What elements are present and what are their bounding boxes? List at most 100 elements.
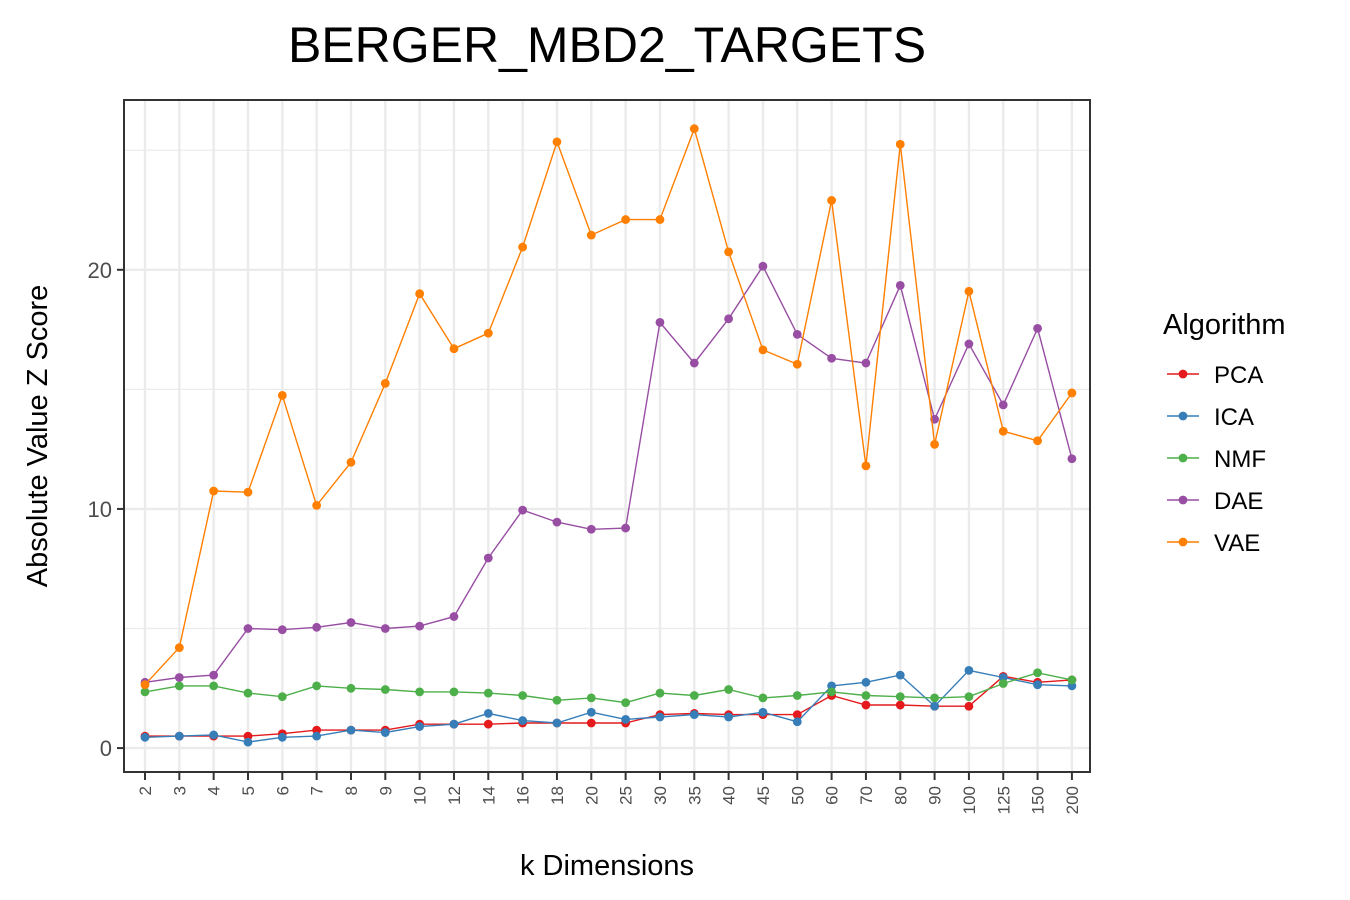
data-point — [655, 318, 665, 327]
data-point — [415, 289, 425, 299]
data-point — [895, 692, 905, 702]
x-tick-label: 70 — [857, 786, 876, 805]
data-point — [758, 261, 768, 271]
data-point — [243, 624, 253, 633]
data-point — [724, 314, 734, 324]
data-point — [277, 732, 287, 742]
series-nmf — [140, 668, 1077, 708]
x-tick-label: 18 — [548, 786, 567, 805]
data-point — [380, 378, 390, 388]
data-point — [1067, 454, 1077, 464]
data-point — [174, 731, 184, 741]
legend-key-point — [1178, 453, 1188, 463]
x-tick-label: 7 — [308, 786, 327, 795]
series-ica — [140, 665, 1077, 747]
y-tick-label: 20 — [88, 258, 112, 283]
data-point — [449, 344, 459, 354]
data-point — [861, 461, 871, 471]
data-point — [209, 486, 219, 496]
x-tick-label: 10 — [411, 786, 430, 805]
data-point — [895, 280, 905, 290]
data-point — [586, 230, 596, 240]
data-point — [861, 700, 871, 710]
data-point — [861, 677, 871, 687]
x-tick-label: 40 — [720, 786, 739, 805]
data-point — [140, 687, 150, 697]
legend-label: ICA — [1214, 404, 1254, 431]
data-point — [483, 709, 493, 718]
legend-label: NMF — [1214, 446, 1266, 473]
legend: Algorithm PCA ICA NMF DAE VAE — [1163, 309, 1286, 557]
data-point — [140, 732, 150, 742]
series-line — [144, 672, 1073, 704]
data-point — [346, 683, 356, 693]
data-point — [895, 700, 905, 710]
data-point — [827, 687, 836, 697]
data-point — [277, 390, 287, 400]
data-point — [1067, 675, 1077, 685]
data-point — [758, 345, 768, 355]
data-point — [586, 524, 596, 534]
x-tick-label: 90 — [926, 786, 945, 805]
data-point — [312, 681, 322, 691]
data-point — [483, 553, 493, 563]
data-point — [586, 693, 596, 703]
data-point — [930, 701, 939, 711]
data-point — [930, 693, 939, 703]
data-point — [380, 685, 390, 694]
x-tick-label: 125 — [994, 786, 1013, 814]
data-point — [998, 400, 1008, 410]
data-point — [964, 665, 974, 675]
legend-key-point — [1178, 369, 1188, 379]
x-tick-label: 6 — [273, 786, 292, 795]
data-point — [415, 722, 425, 731]
x-tick-label: 200 — [1063, 786, 1082, 814]
data-point — [415, 621, 425, 631]
x-tick-label: 4 — [205, 786, 224, 795]
data-point — [209, 730, 219, 740]
data-point — [1033, 680, 1042, 690]
y-tick-label: 10 — [88, 497, 112, 522]
data-point — [861, 358, 871, 368]
data-point — [243, 487, 253, 497]
data-point — [312, 622, 322, 632]
data-point — [827, 196, 836, 205]
legend-key-point — [1178, 411, 1188, 421]
data-point — [209, 681, 219, 691]
data-point — [1033, 668, 1042, 678]
data-point — [792, 329, 802, 339]
x-tick-label: 45 — [754, 786, 773, 805]
y-tick-label: 0 — [100, 736, 112, 761]
series-line — [144, 126, 1073, 686]
data-point — [655, 688, 665, 698]
series-line — [145, 675, 1072, 737]
x-tick-label: 9 — [376, 786, 395, 795]
data-point — [552, 137, 562, 147]
data-point — [449, 612, 459, 621]
legend-item-ica: ICA — [1167, 404, 1254, 431]
data-point — [758, 693, 768, 703]
data-point — [964, 286, 974, 296]
data-point — [724, 685, 734, 694]
data-point — [964, 692, 974, 702]
data-point — [621, 215, 631, 224]
series-dae — [140, 261, 1077, 687]
data-point — [483, 688, 493, 698]
data-point — [552, 695, 562, 705]
data-point — [1033, 436, 1042, 446]
grid — [124, 100, 1090, 772]
data-point — [552, 517, 562, 527]
data-point — [346, 725, 356, 735]
data-point — [380, 624, 390, 633]
data-point — [621, 523, 631, 533]
data-point — [758, 707, 768, 717]
series-line — [144, 669, 1072, 743]
data-point — [689, 124, 699, 134]
data-point — [518, 505, 528, 515]
data-point — [140, 680, 150, 690]
x-tick-label: 60 — [823, 786, 842, 805]
data-point — [518, 242, 528, 252]
data-point — [964, 701, 974, 711]
data-point — [483, 328, 493, 338]
